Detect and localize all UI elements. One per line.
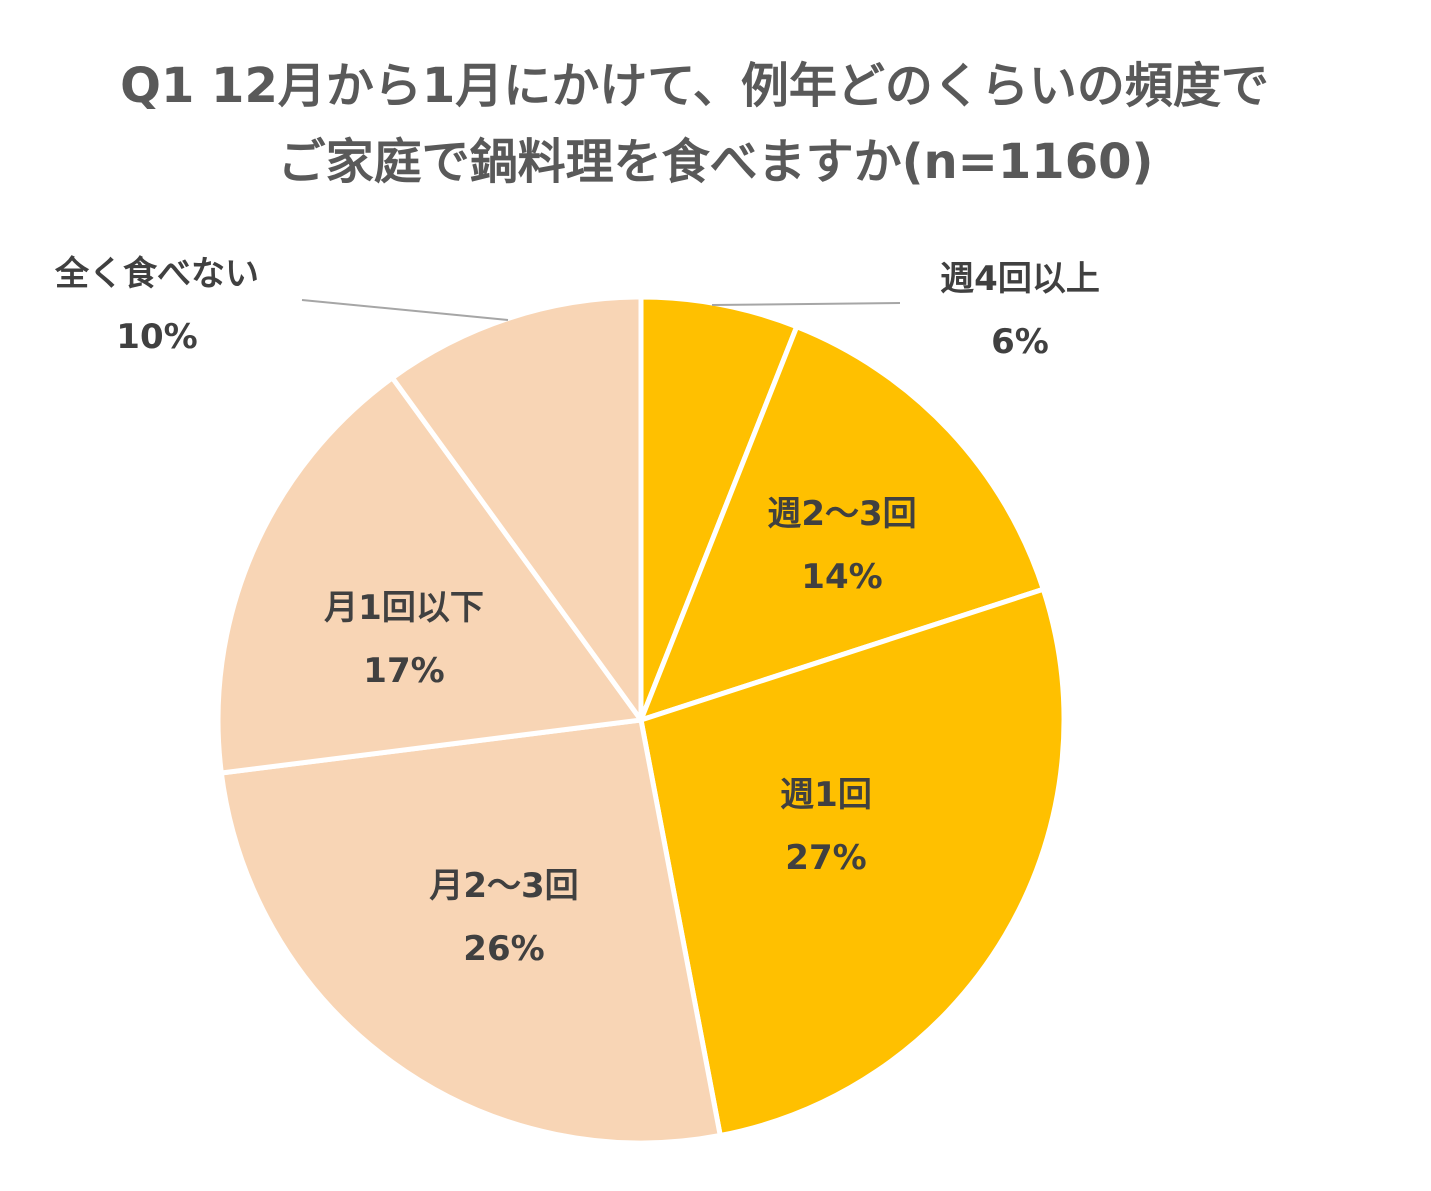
pie-slice-4 xyxy=(218,717,723,1146)
leader-line-6 xyxy=(301,299,509,321)
slice-value-4: 26% xyxy=(463,929,544,969)
pie-slice-3 xyxy=(638,586,1067,1139)
chart-title: Q1 12月から1月にかけて、例年どのくらいの頻度で ご家庭で鍋料理を食べますか… xyxy=(0,48,1431,200)
slice-label-3: 週1回 xyxy=(780,775,872,815)
slice-label-5: 月1回以下 xyxy=(324,588,484,628)
leader-line-1 xyxy=(711,302,901,306)
pie-slice-5 xyxy=(215,375,644,776)
pie-slices xyxy=(215,294,1067,1146)
slice-value-5: 17% xyxy=(363,651,444,691)
pie-slice-6 xyxy=(389,294,644,723)
slice-value-2: 14% xyxy=(801,557,882,597)
slice-label-2: 週2～3回 xyxy=(767,494,916,534)
leader-lines xyxy=(301,299,901,321)
slice-value-3: 27% xyxy=(785,838,866,878)
slice-label-6: 全く食べない xyxy=(54,254,259,294)
slice-label-4: 月2～3回 xyxy=(429,866,578,906)
title-line-1: Q1 12月から1月にかけて、例年どのくらいの頻度で xyxy=(120,58,1269,114)
slice-labels: 週4回以上 6% 週2～3回 14% 週1回 27% 月2～3回 26% 月1回以下 17% 全く食… xyxy=(54,254,1100,969)
title-line-2: ご家庭で鍋料理を食べますか(n=1160) xyxy=(277,134,1154,190)
slice-label-1: 週4回以上 xyxy=(940,259,1100,299)
slice-value-1: 6% xyxy=(991,322,1049,362)
slice-value-6: 10% xyxy=(116,317,197,357)
